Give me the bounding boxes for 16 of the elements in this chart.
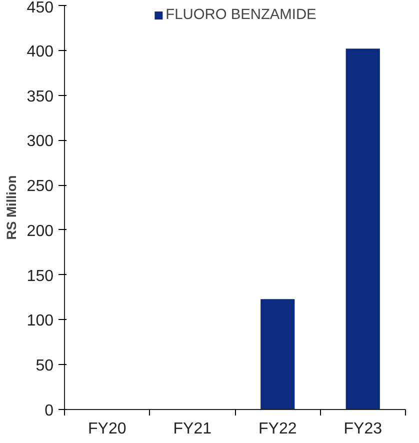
x-tick-label: FY23 [344,420,382,438]
x-tick-label: FY20 [88,420,126,438]
y-tick-label: 200 [26,222,54,240]
x-tick-label: FY22 [258,420,297,438]
y-tick-label: 450 [26,0,54,16]
y-tick-label: 400 [26,43,54,60]
y-tick-label: 250 [26,178,54,196]
x-tick-label: FY21 [173,420,212,438]
y-tick-label: 100 [26,312,54,330]
y-tick-label: 0 [44,402,54,420]
y-axis-title: RS Million [4,175,19,240]
y-tick-label: 350 [26,88,54,106]
y-tick-label: 150 [26,268,54,285]
legend-label: FLUORO BENZAMIDE [166,7,316,23]
y-tick-label: 300 [26,133,54,150]
y-tick-label: 50 [36,358,54,375]
